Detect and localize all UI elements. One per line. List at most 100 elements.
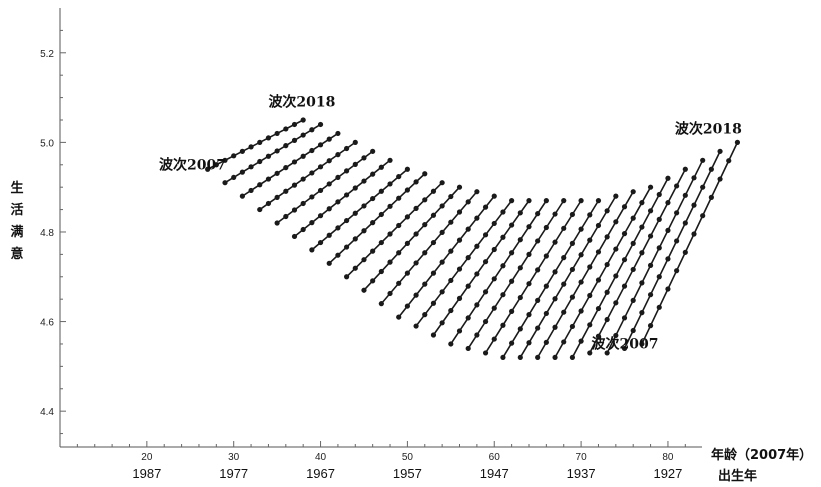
data-point — [630, 297, 636, 303]
data-point — [456, 237, 463, 243]
data-point — [691, 231, 697, 237]
data-point — [543, 283, 549, 289]
data-point — [691, 202, 697, 208]
data-point — [604, 234, 610, 240]
data-point — [370, 195, 376, 202]
data-point — [335, 199, 341, 205]
data-point — [621, 315, 628, 321]
annotation-label: 波次2007 — [592, 335, 659, 352]
data-point — [682, 166, 688, 172]
data-point — [430, 188, 437, 194]
data-point — [509, 250, 515, 256]
data-point — [439, 180, 445, 186]
data-point — [361, 287, 367, 293]
data-point — [274, 148, 280, 154]
x-tick-label: 70 — [576, 452, 588, 463]
birth-year-label: 1967 — [306, 466, 335, 481]
data-point — [656, 191, 662, 198]
data-point — [231, 153, 237, 159]
data-point — [439, 289, 445, 295]
data-point — [404, 214, 410, 220]
data-point — [647, 184, 654, 190]
annotation-label: 波次2007 — [159, 156, 226, 173]
data-point — [430, 332, 437, 338]
data-point — [517, 326, 523, 332]
data-point — [526, 312, 532, 318]
data-point — [482, 204, 489, 210]
data-point — [335, 252, 341, 258]
data-point — [526, 340, 532, 346]
x-ticks: 20 1987 30 1977 40 1967 50 1957 60 1947 70 1937 80 19… — [76, 441, 686, 481]
data-point — [491, 276, 497, 282]
data-point — [448, 248, 454, 254]
data-point — [630, 189, 636, 195]
x-axis-title: 年龄（2007年） — [711, 447, 812, 463]
data-point — [378, 239, 384, 246]
data-point — [517, 237, 523, 243]
data-point — [439, 203, 445, 209]
data-point — [248, 187, 254, 194]
data-point — [300, 226, 306, 233]
data-point — [239, 193, 245, 199]
data-point — [430, 300, 437, 306]
data-point — [656, 274, 662, 280]
y-tick-label: 5.0 — [40, 138, 54, 149]
data-point — [639, 310, 645, 316]
data-point — [656, 304, 662, 310]
data-point — [647, 323, 654, 329]
cohort-series — [604, 157, 706, 356]
data-point — [561, 281, 567, 287]
data-point — [387, 231, 393, 237]
cohort-line — [536, 191, 634, 358]
data-point — [700, 184, 706, 190]
data-point — [682, 249, 688, 255]
data-point — [500, 263, 506, 269]
data-point — [309, 170, 315, 176]
data-point — [665, 175, 671, 181]
cohort-line — [571, 177, 669, 358]
data-point — [682, 192, 688, 198]
x-tick-label: 60 — [489, 452, 501, 463]
data-point — [283, 188, 289, 194]
data-point — [482, 350, 489, 356]
data-point — [413, 179, 419, 185]
data-point — [448, 193, 454, 200]
data-point — [387, 203, 393, 209]
data-point — [213, 162, 219, 168]
x-tick-label: 50 — [402, 452, 414, 463]
data-point — [422, 312, 428, 318]
data-point — [352, 185, 358, 191]
data-point — [674, 238, 680, 244]
cohort-series — [569, 175, 671, 361]
data-point — [317, 142, 324, 148]
data-point — [456, 266, 463, 272]
cohort-series — [222, 121, 324, 186]
data-point — [283, 143, 289, 149]
cohort-line — [484, 200, 582, 354]
data-point — [378, 211, 384, 218]
data-point — [561, 255, 567, 261]
cohort-line — [623, 150, 721, 349]
data-point — [378, 268, 384, 275]
data-point — [535, 354, 541, 361]
data-point — [361, 228, 367, 234]
cohort-line — [380, 191, 478, 305]
data-point — [422, 281, 428, 287]
data-point — [569, 323, 576, 330]
data-point — [396, 195, 402, 201]
data-point — [630, 327, 636, 334]
data-point — [700, 213, 706, 219]
data-point — [352, 236, 358, 242]
data-point — [526, 281, 532, 287]
data-point — [456, 184, 463, 190]
data-point — [205, 166, 211, 172]
cohort-series — [344, 180, 445, 280]
data-point — [378, 164, 384, 170]
data-point — [396, 250, 402, 256]
data-point — [413, 260, 419, 266]
data-point — [569, 240, 576, 246]
data-point — [317, 239, 324, 246]
data-point — [665, 227, 671, 233]
data-point — [422, 222, 428, 228]
series-group — [205, 117, 741, 361]
